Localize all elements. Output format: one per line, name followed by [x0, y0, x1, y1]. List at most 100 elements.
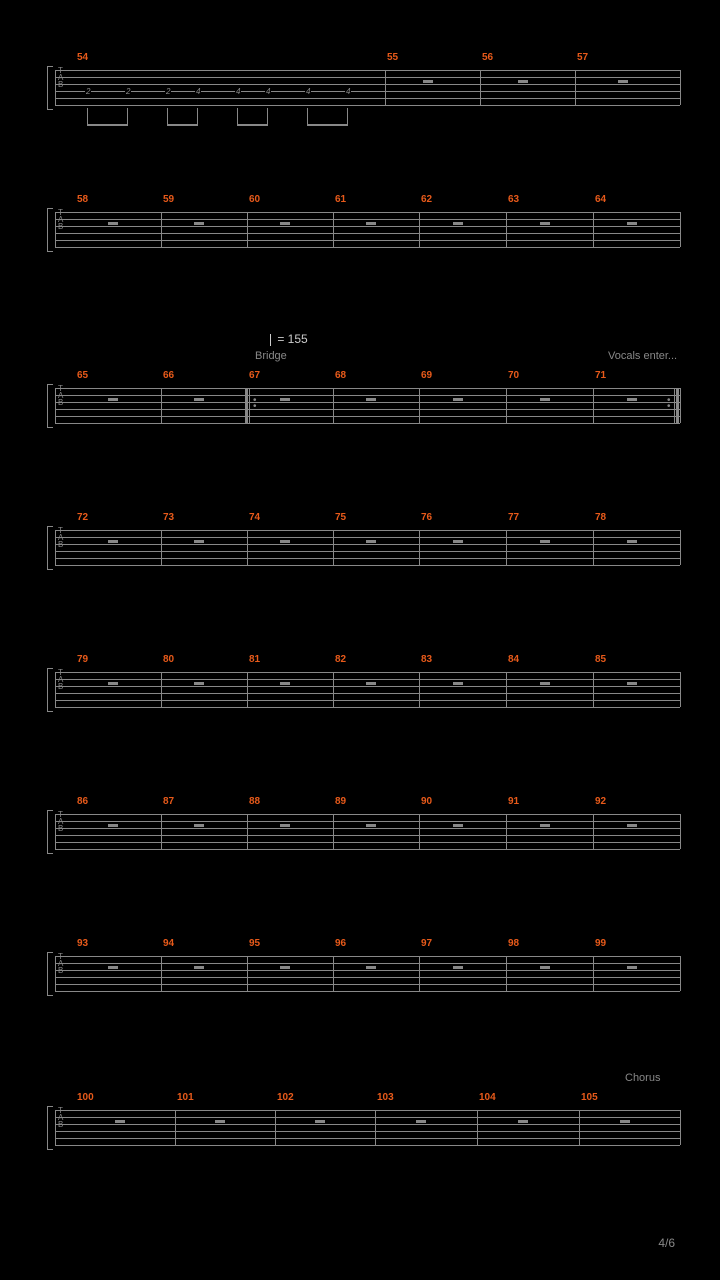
fret-number: 2 [165, 87, 171, 96]
tempo-marker: = 155 [270, 332, 308, 346]
repeat-start [245, 388, 250, 423]
whole-rest [518, 80, 528, 83]
barline [55, 1110, 56, 1145]
bar-number: 88 [249, 796, 260, 807]
staff-line [55, 565, 680, 566]
staff-line [55, 402, 680, 403]
bar-number: 92 [595, 796, 606, 807]
staff-line [55, 963, 680, 964]
whole-rest [280, 222, 290, 225]
barline [593, 956, 594, 991]
bar-number: 95 [249, 938, 260, 949]
page-number: 4/6 [658, 1236, 675, 1250]
note-beam [87, 124, 128, 126]
whole-rest [194, 222, 204, 225]
whole-rest [453, 682, 463, 685]
bar-number: 56 [482, 52, 493, 63]
bar-number: 90 [421, 796, 432, 807]
bar-number: 75 [335, 512, 346, 523]
barline [506, 672, 507, 707]
staff-line [55, 984, 680, 985]
staff-line [55, 814, 680, 815]
barline [680, 212, 681, 247]
section-marker: Bridge [255, 350, 287, 362]
staff-line [55, 212, 680, 213]
staff-line [55, 233, 680, 234]
note-beam [167, 124, 198, 126]
barline [419, 956, 420, 991]
whole-rest [108, 222, 118, 225]
barline [680, 70, 681, 105]
whole-rest [627, 398, 637, 401]
bar-number: 91 [508, 796, 519, 807]
barline [333, 530, 334, 565]
bar-number: 74 [249, 512, 260, 523]
whole-rest [366, 682, 376, 685]
whole-rest [453, 966, 463, 969]
bar-number: 72 [77, 512, 88, 523]
staff-line [55, 416, 680, 417]
barline [680, 1110, 681, 1145]
fret-number: 2 [85, 87, 91, 96]
system-bracket [47, 668, 53, 712]
whole-rest [366, 824, 376, 827]
fret-number: 4 [195, 87, 201, 96]
whole-rest [280, 398, 290, 401]
staff-line [55, 551, 680, 552]
whole-rest [618, 80, 628, 83]
bar-number: 64 [595, 194, 606, 205]
whole-rest [627, 824, 637, 827]
bar-number: 59 [163, 194, 174, 205]
note-beam [307, 124, 348, 126]
barline [506, 388, 507, 423]
bar-number: 102 [277, 1092, 294, 1103]
tab-system: TAB656667••68697071•• [55, 370, 680, 470]
section-marker: Chorus [625, 1072, 660, 1084]
tab-clef: TAB [58, 811, 63, 832]
bar-number: 87 [163, 796, 174, 807]
whole-rest [540, 824, 550, 827]
staff-line [55, 672, 680, 673]
barline [680, 956, 681, 991]
whole-rest [194, 398, 204, 401]
bar-number: 67 [249, 370, 260, 381]
whole-rest [627, 222, 637, 225]
staff-line [55, 558, 680, 559]
tab-clef: TAB [58, 527, 63, 548]
staff-line [55, 970, 680, 971]
whole-rest [627, 540, 637, 543]
staff-line [55, 1117, 680, 1118]
staff-line [55, 98, 680, 99]
bar-number: 61 [335, 194, 346, 205]
barline [506, 530, 507, 565]
staff-line [55, 409, 680, 410]
fret-number: 4 [305, 87, 311, 96]
staff-line [55, 693, 680, 694]
tab-clef: TAB [58, 385, 63, 406]
bar-number: 69 [421, 370, 432, 381]
staff-line [55, 828, 680, 829]
barline [55, 388, 56, 423]
barline [575, 70, 576, 105]
barline [55, 70, 56, 105]
staff-line [55, 707, 680, 708]
bar-number: 103 [377, 1092, 394, 1103]
barline [593, 530, 594, 565]
tab-clef: TAB [58, 67, 63, 88]
bar-number: 96 [335, 938, 346, 949]
staff-line [55, 835, 680, 836]
staff-line [55, 70, 680, 71]
barline [55, 530, 56, 565]
barline [385, 70, 386, 105]
bar-number: 83 [421, 654, 432, 665]
bar-number: 105 [581, 1092, 598, 1103]
staff-line [55, 395, 680, 396]
barline [419, 212, 420, 247]
tab-system: TAB93949596979899 [55, 938, 680, 1038]
whole-rest [453, 398, 463, 401]
bar-number: 62 [421, 194, 432, 205]
system-bracket [47, 1106, 53, 1150]
barline [680, 530, 681, 565]
barline [175, 1110, 176, 1145]
staff-line [55, 977, 680, 978]
